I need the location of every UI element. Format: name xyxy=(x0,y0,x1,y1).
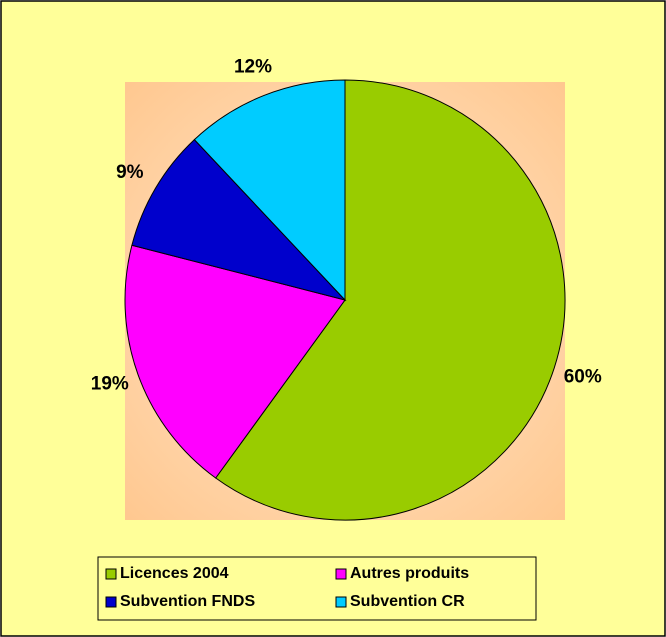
legend-label: Subvention FNDS xyxy=(120,593,255,610)
legend-swatch xyxy=(335,596,347,608)
legend-swatch xyxy=(105,596,117,608)
legend xyxy=(97,556,537,621)
pie-slice xyxy=(214,79,566,521)
data-label: 19% xyxy=(91,374,129,395)
pie-slice xyxy=(193,79,346,302)
data-label: 9% xyxy=(116,162,144,183)
data-label: 12% xyxy=(234,57,272,78)
pie-slice xyxy=(124,244,346,479)
data-label: 60% xyxy=(564,366,602,387)
legend-swatch xyxy=(105,568,117,580)
legend-label: Licences 2004 xyxy=(120,565,229,582)
legend-label: Subvention CR xyxy=(350,593,465,610)
legend-swatch xyxy=(335,568,347,580)
legend-label: Autres produits xyxy=(350,565,469,582)
pie-slice xyxy=(131,138,347,301)
